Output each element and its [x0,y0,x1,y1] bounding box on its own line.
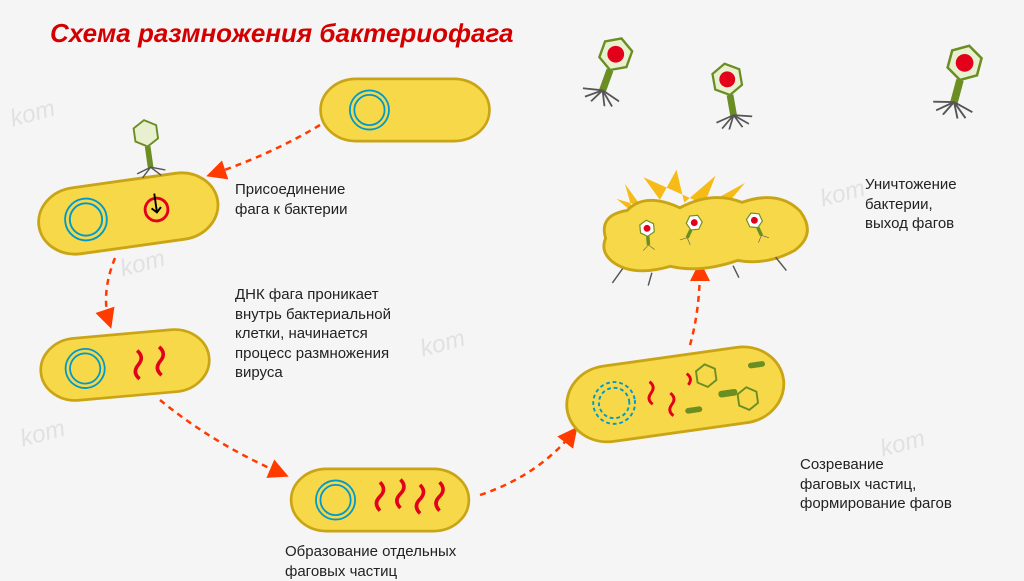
free-phage-icon [572,27,647,113]
free-phage-icon [923,36,998,124]
label-formation: Образование отдельныхфаговых частиц [285,542,456,581]
stage-initial-bacterium [310,70,500,150]
label-attachment: Присоединениефага к бактерии [235,180,348,219]
label-maturation: Созреваниефаговых частиц,формирование фа… [800,455,952,514]
stage-maturation [555,329,796,455]
cycle-arrow [210,125,320,175]
stage-penetration [27,317,223,413]
stage-lysis [584,140,825,300]
free-phage-icon [699,57,761,133]
diagram-title: Схема размножения бактериофага [50,18,514,49]
stage-formation [280,460,480,540]
stage-attachment [21,107,229,272]
attached-phage [130,118,166,178]
cycle-arrow [160,400,285,475]
label-penetration: ДНК фага проникаетвнутрь бактериальнойкл… [235,285,391,383]
cycle-arrow [106,258,115,325]
label-lysis: Уничтожениебактерии,выход фагов [865,175,957,234]
cycle-arrow [480,430,575,495]
